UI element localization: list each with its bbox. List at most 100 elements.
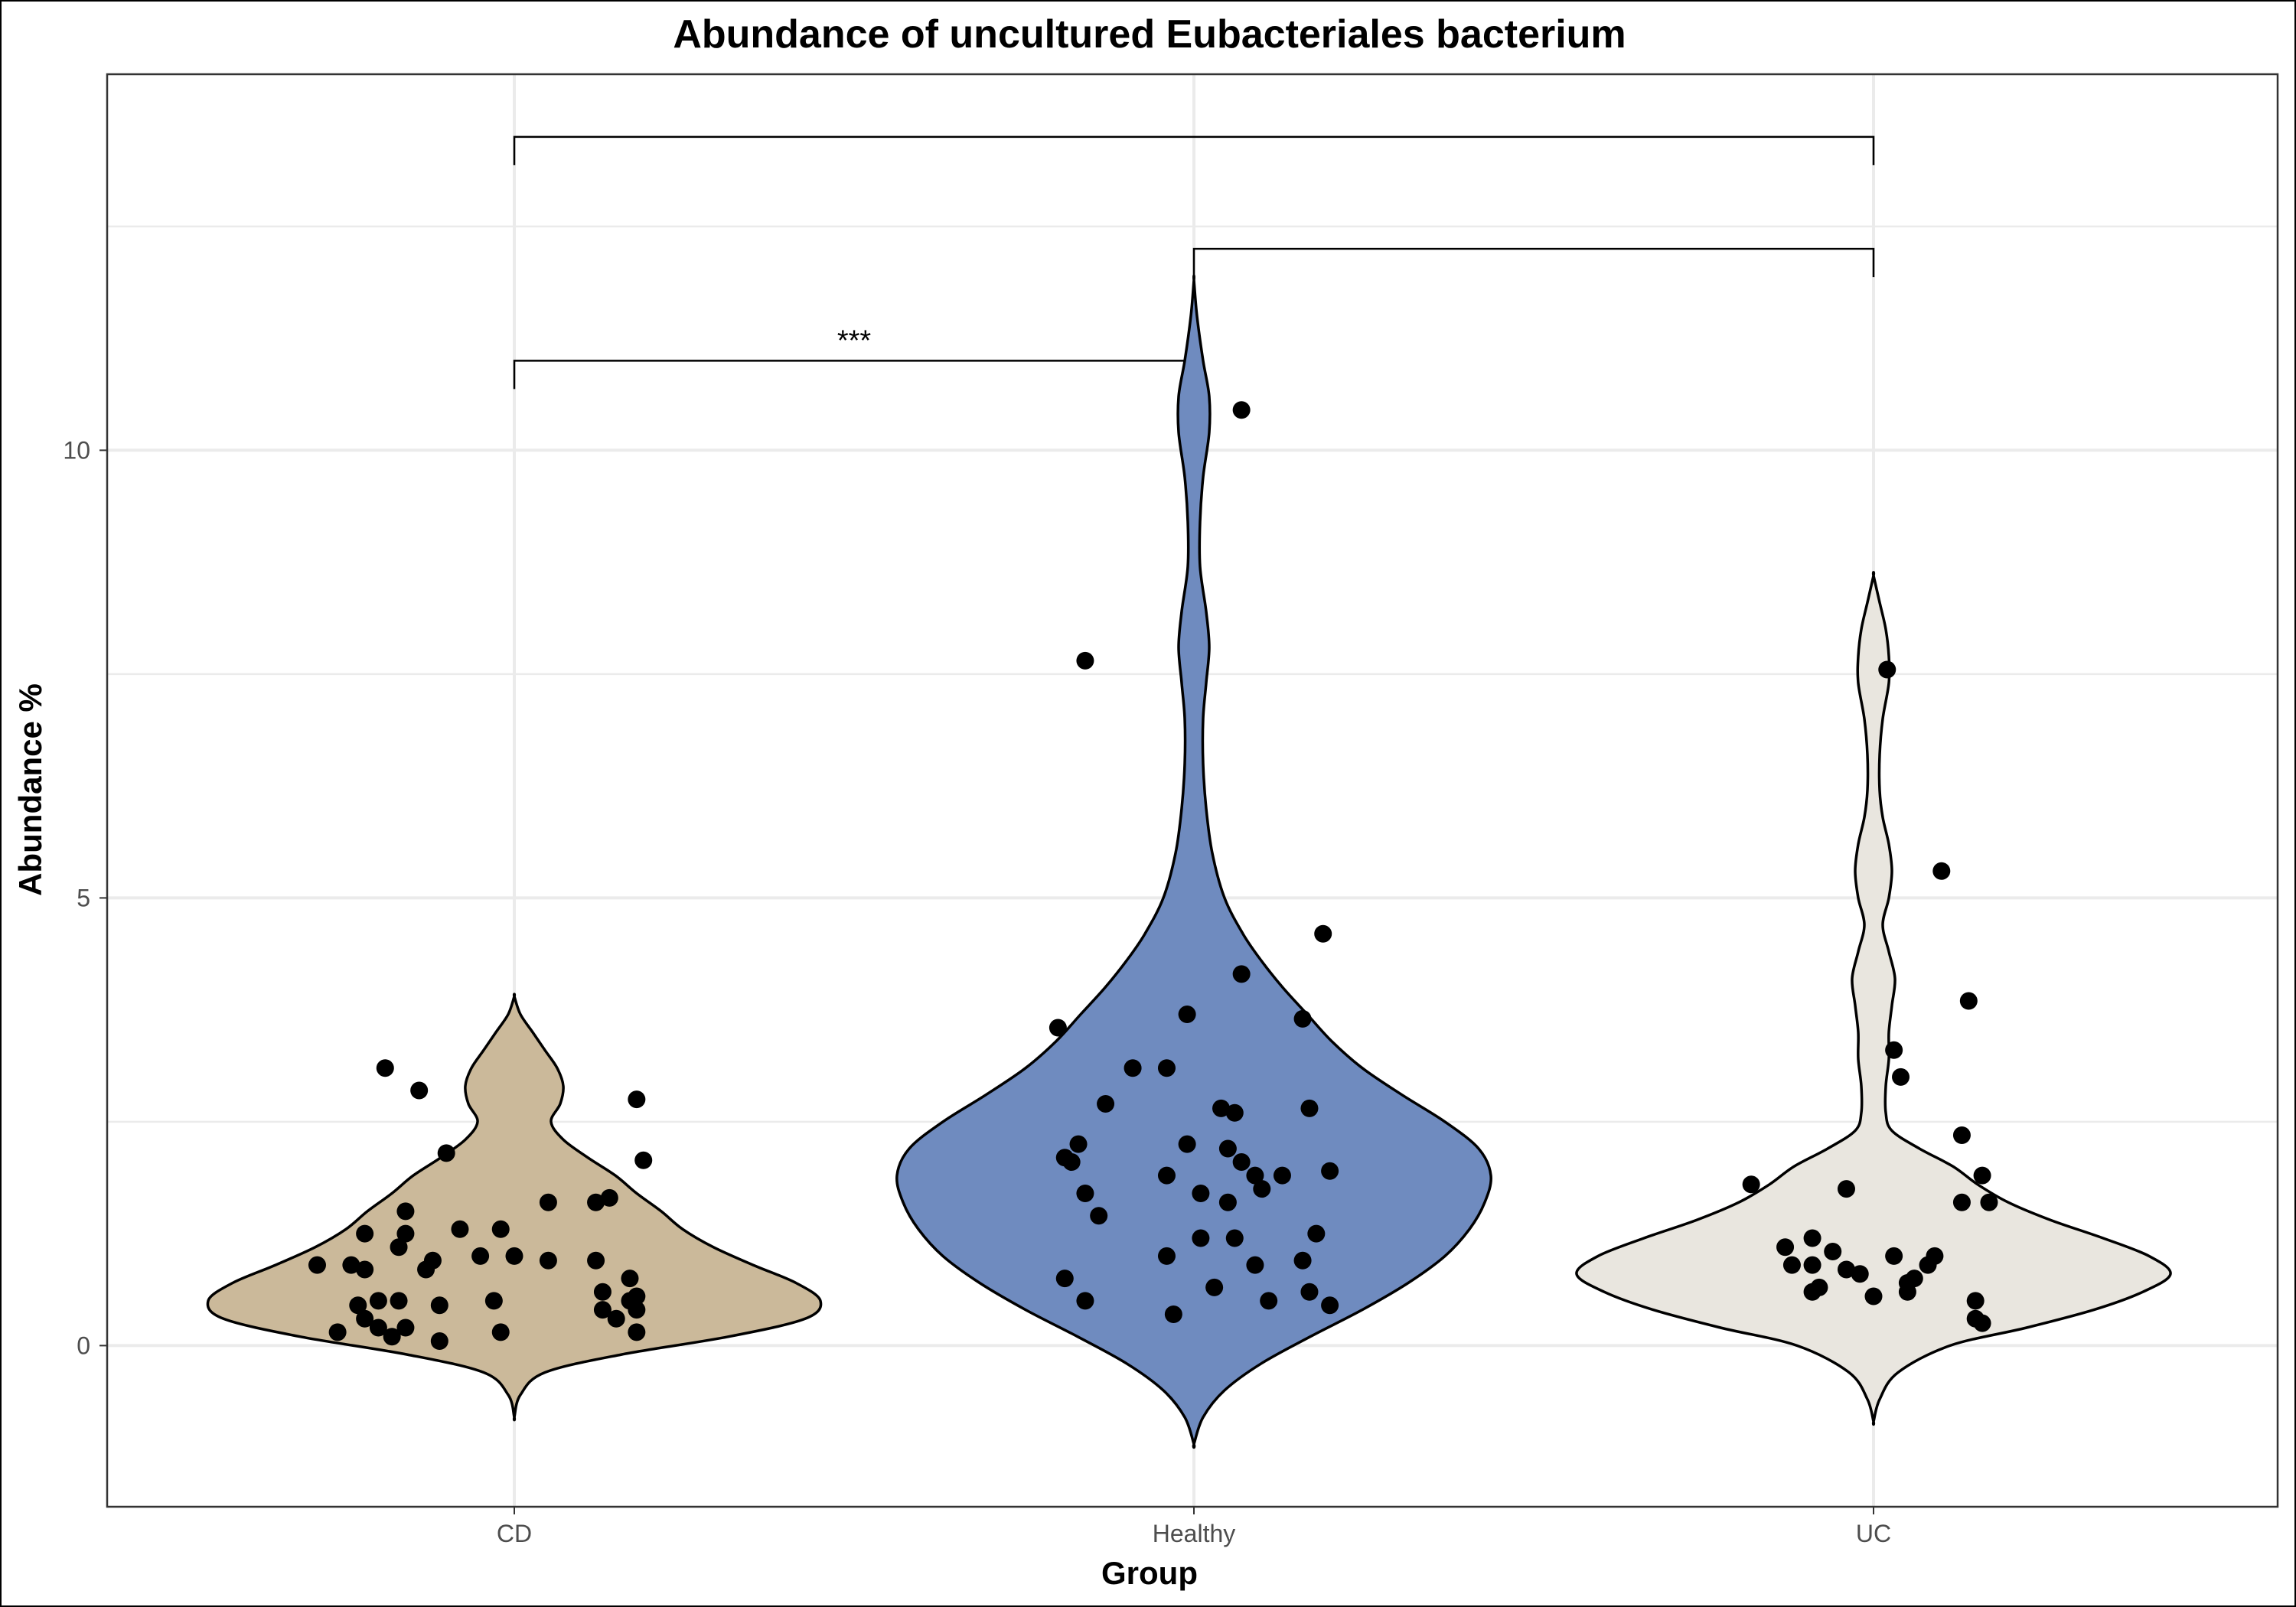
data-point-uc	[1973, 1166, 1991, 1185]
data-point-cd	[593, 1301, 612, 1319]
data-point-healthy	[1076, 1185, 1094, 1202]
data-point-cd	[396, 1319, 415, 1337]
data-point-uc	[1742, 1175, 1760, 1194]
data-point-uc	[1837, 1180, 1855, 1198]
data-point-healthy	[1232, 1153, 1251, 1172]
data-point-uc	[1776, 1238, 1795, 1257]
data-point-healthy	[1260, 1292, 1278, 1310]
data-point-uc	[1782, 1256, 1801, 1274]
violin-cd	[206, 993, 823, 1422]
x-tick-label: CD	[497, 1520, 532, 1547]
data-point-cd	[410, 1081, 429, 1100]
data-point-healthy	[1178, 1006, 1196, 1023]
data-point-healthy	[1090, 1207, 1108, 1225]
data-point-healthy	[1314, 924, 1332, 943]
data-point-healthy	[1225, 1229, 1244, 1247]
data-point-cd	[349, 1296, 367, 1315]
data-point-healthy	[1218, 1139, 1237, 1158]
data-point-cd	[491, 1220, 510, 1238]
data-point-healthy	[1293, 1009, 1312, 1028]
significance-bracket	[513, 135, 1875, 165]
data-point-cd	[308, 1256, 326, 1274]
data-point-cd	[417, 1260, 435, 1279]
data-point-healthy	[1069, 1135, 1088, 1153]
data-point-cd	[471, 1247, 490, 1265]
data-point-uc	[1803, 1283, 1821, 1301]
violin-healthy	[895, 274, 1492, 1449]
y-axis-title: Abundance %	[12, 683, 48, 896]
data-point-healthy	[1049, 1019, 1067, 1037]
data-point-uc	[1952, 1193, 1971, 1211]
data-point-healthy	[1246, 1166, 1264, 1185]
data-point-uc	[1878, 660, 1896, 679]
data-point-healthy	[1300, 1283, 1319, 1301]
data-point-healthy	[1212, 1099, 1231, 1117]
data-point-cd	[356, 1224, 374, 1243]
data-point-cd	[390, 1292, 408, 1310]
data-point-cd	[505, 1247, 523, 1265]
data-point-healthy	[1253, 1180, 1271, 1198]
data-point-cd	[628, 1323, 646, 1341]
data-point-healthy	[1157, 1059, 1176, 1077]
data-point-cd	[607, 1309, 625, 1328]
data-point-uc	[1837, 1260, 1855, 1279]
data-point-cd	[628, 1090, 646, 1109]
data-point-uc	[1973, 1314, 1991, 1332]
data-point-healthy	[1192, 1185, 1210, 1202]
data-point-healthy	[1157, 1247, 1176, 1265]
data-point-cd	[376, 1059, 394, 1077]
y-tick-label: 0	[77, 1332, 90, 1359]
data-point-uc	[1952, 1126, 1971, 1144]
data-point-healthy	[1321, 1296, 1339, 1315]
significance-bracket	[1192, 247, 1875, 278]
data-point-healthy	[1232, 965, 1251, 983]
data-point-uc	[1980, 1193, 1998, 1211]
data-point-healthy	[1164, 1305, 1182, 1323]
data-point-cd	[396, 1224, 415, 1243]
data-point-cd	[369, 1319, 387, 1337]
data-point-healthy	[1055, 1149, 1074, 1167]
data-point-healthy	[1097, 1095, 1115, 1113]
data-point-cd	[430, 1296, 448, 1315]
data-point-cd	[369, 1292, 387, 1310]
data-point-healthy	[1157, 1166, 1176, 1185]
data-point-cd	[484, 1292, 503, 1310]
data-point-uc	[1932, 862, 1951, 880]
data-point-cd	[356, 1309, 374, 1328]
jitter-points	[308, 401, 1998, 1351]
data-point-cd	[587, 1193, 605, 1211]
data-point-cd	[593, 1283, 612, 1301]
data-point-uc	[1851, 1265, 1869, 1283]
data-point-healthy	[1246, 1256, 1264, 1274]
data-point-healthy	[1076, 651, 1094, 670]
data-point-healthy	[1218, 1193, 1237, 1211]
data-point-uc	[1892, 1068, 1910, 1086]
data-point-healthy	[1055, 1270, 1074, 1288]
data-point-uc	[1898, 1283, 1916, 1301]
x-tick-label: Healthy	[1153, 1520, 1236, 1547]
data-point-uc	[1864, 1287, 1883, 1305]
data-point-healthy	[1300, 1099, 1319, 1117]
data-point-uc	[1803, 1256, 1821, 1274]
x-tick-label: UC	[1856, 1520, 1891, 1547]
data-point-healthy	[1124, 1059, 1142, 1077]
data-point-healthy	[1205, 1278, 1224, 1296]
data-point-cd	[539, 1193, 557, 1211]
chart-title: Abundance of uncultured Eubacteriales ba…	[673, 12, 1626, 57]
data-point-uc	[1959, 992, 1978, 1010]
data-point-cd	[628, 1301, 646, 1319]
data-point-cd	[430, 1332, 448, 1351]
data-point-uc	[1919, 1256, 1937, 1274]
data-point-cd	[383, 1328, 401, 1346]
y-tick-label: 5	[77, 884, 90, 911]
data-point-uc	[1885, 1041, 1903, 1059]
data-point-healthy	[1225, 1103, 1244, 1122]
data-point-cd	[539, 1251, 557, 1270]
data-point-cd	[491, 1323, 510, 1341]
data-point-cd	[451, 1220, 469, 1238]
data-point-cd	[328, 1323, 347, 1341]
data-point-uc	[1803, 1229, 1821, 1247]
y-tick-label: 10	[63, 436, 90, 464]
